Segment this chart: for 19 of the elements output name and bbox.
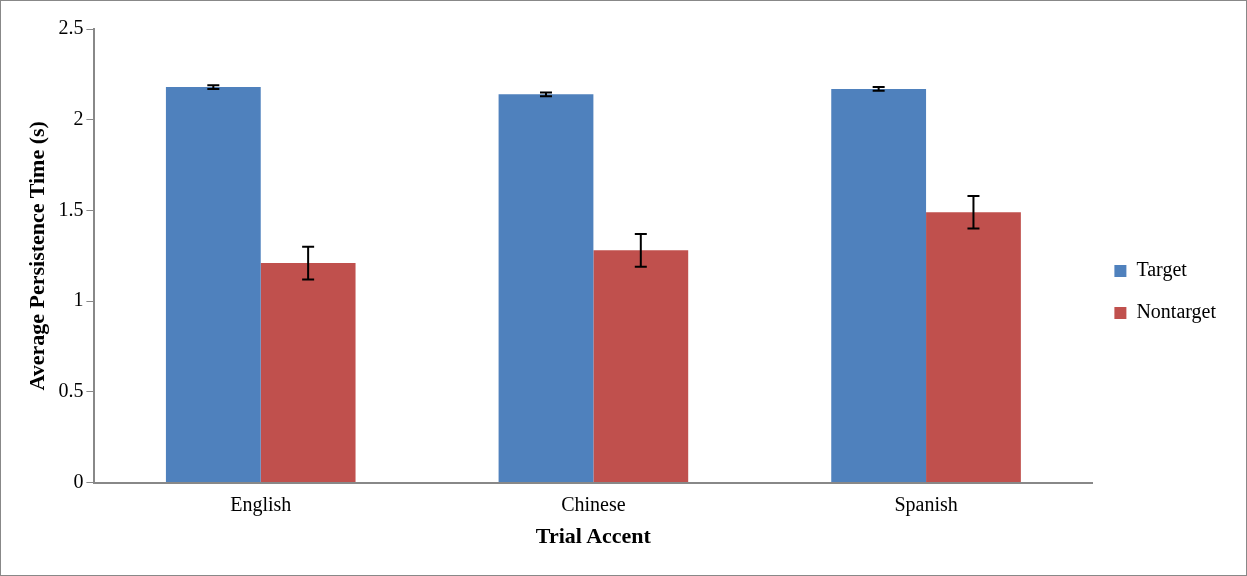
y-tick-label: 0.5 bbox=[58, 379, 84, 402]
y-tick-label: 2.5 bbox=[58, 16, 84, 39]
legend-label: Nontarget bbox=[1136, 300, 1217, 324]
bar bbox=[593, 250, 689, 483]
bar bbox=[498, 94, 594, 483]
x-axis-title: Trial Accent bbox=[535, 523, 652, 549]
legend-label: Target bbox=[1136, 258, 1188, 282]
y-tick-label: 1.5 bbox=[58, 197, 84, 220]
y-tick-label: 0 bbox=[73, 469, 84, 492]
bar bbox=[165, 87, 261, 483]
y-tick-label: 2 bbox=[73, 106, 84, 129]
bar bbox=[926, 212, 1021, 483]
x-tick-label: Chinese bbox=[561, 492, 626, 515]
bar bbox=[831, 88, 927, 483]
x-tick-label: Spanish bbox=[894, 492, 958, 516]
y-axis-title: Average Persistence Time (s) bbox=[23, 121, 49, 391]
x-tick-label: English bbox=[230, 492, 292, 516]
bar bbox=[260, 263, 356, 483]
y-tick-label: 1 bbox=[73, 288, 84, 311]
